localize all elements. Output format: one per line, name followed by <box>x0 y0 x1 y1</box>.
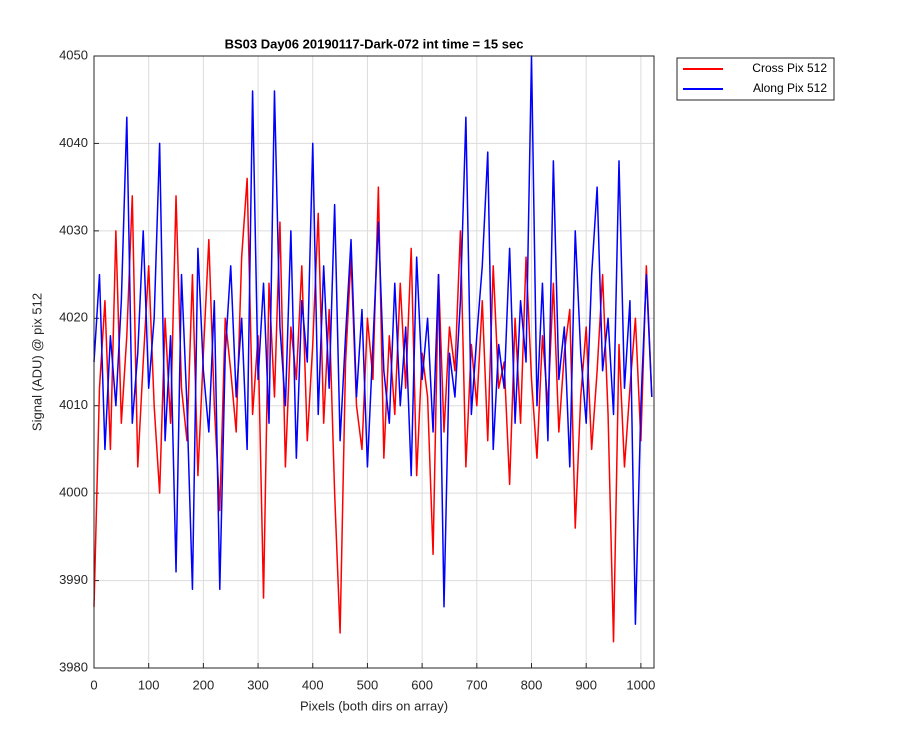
x-tick-label: 700 <box>466 677 488 692</box>
x-tick-label: 600 <box>411 677 433 692</box>
legend-label: Cross Pix 512 <box>752 61 827 75</box>
x-tick-label: 0 <box>90 677 97 692</box>
y-tick-label: 4040 <box>59 135 88 150</box>
axes-box <box>93 55 655 669</box>
series-line <box>93 177 653 643</box>
y-tick-label: 3980 <box>59 659 88 674</box>
x-axis-label: Pixels (both dirs on array) <box>300 698 448 713</box>
x-tick-label: 900 <box>575 677 597 692</box>
y-tick-label: 4030 <box>59 222 88 237</box>
x-tick-label: 500 <box>357 677 379 692</box>
y-tick-label: 4010 <box>59 397 88 412</box>
chart-title: BS03 Day06 20190117-Dark-072 int time = … <box>225 36 524 51</box>
x-tick-label: 200 <box>193 677 215 692</box>
legend-box <box>676 57 835 101</box>
x-tick-label: 100 <box>138 677 160 692</box>
x-tick-label: 1000 <box>626 677 655 692</box>
series-line <box>93 55 653 626</box>
y-tick-label: 3990 <box>59 572 88 587</box>
y-tick-label: 4020 <box>59 310 88 325</box>
x-tick-label: 300 <box>247 677 269 692</box>
x-tick-label: 800 <box>521 677 543 692</box>
x-tick-label: 400 <box>302 677 324 692</box>
y-axis-label: Signal (ADU) @ pix 512 <box>29 293 44 431</box>
y-tick-label: 4050 <box>59 47 88 62</box>
legend-label: Along Pix 512 <box>753 81 827 95</box>
y-tick-label: 4000 <box>59 485 88 500</box>
